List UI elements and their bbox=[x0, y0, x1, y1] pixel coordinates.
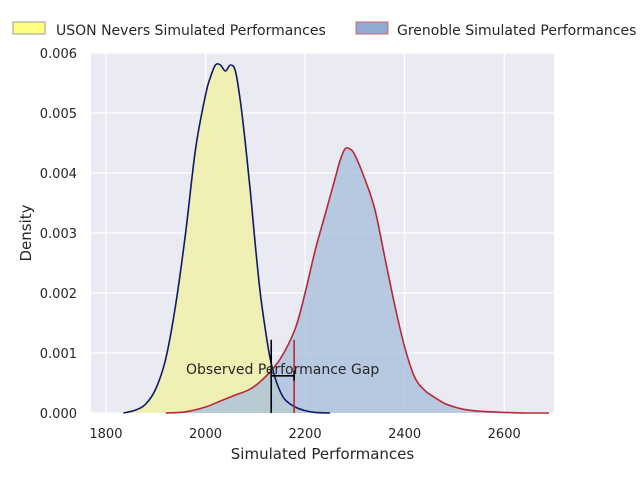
x-tick-label: 2600 bbox=[488, 427, 521, 442]
gap-annotation: Observed Performance Gap bbox=[186, 339, 379, 413]
y-axis-ticks: 0.000 0.001 0.002 0.003 0.004 0.005 0.006 bbox=[40, 47, 77, 422]
x-axis-label: Simulated Performances bbox=[231, 445, 415, 463]
y-tick-label: 0.003 bbox=[40, 227, 77, 242]
legend-label-grenoble: Grenoble Simulated Performances bbox=[397, 23, 636, 39]
density-line-grenoble bbox=[165, 147, 550, 414]
x-axis-ticks: 1800 2000 2200 2400 2600 bbox=[89, 427, 520, 442]
y-tick-label: 0.002 bbox=[40, 287, 77, 302]
x-tick-label: 2000 bbox=[189, 427, 222, 442]
density-line-uson bbox=[123, 63, 331, 414]
density-fill-uson bbox=[123, 63, 330, 413]
legend-swatch-grenoble bbox=[355, 21, 389, 35]
legend-swatch-uson bbox=[12, 21, 46, 35]
y-tick-label: 0.006 bbox=[40, 47, 77, 62]
legend: USON Nevers Simulated Performances Greno… bbox=[12, 21, 636, 39]
legend-label-uson: USON Nevers Simulated Performances bbox=[56, 23, 326, 39]
x-tick-label: 2200 bbox=[289, 427, 322, 442]
y-tick-label: 0.005 bbox=[40, 107, 77, 122]
y-tick-label: 0.000 bbox=[40, 407, 77, 422]
y-tick-label: 0.001 bbox=[40, 347, 77, 362]
density-series bbox=[123, 63, 550, 414]
y-tick-label: 0.004 bbox=[40, 167, 77, 182]
x-tick-label: 2400 bbox=[388, 427, 421, 442]
y-axis-label: Density bbox=[17, 204, 35, 261]
density-fill-grenoble bbox=[165, 147, 550, 413]
annotation-label: Observed Performance Gap bbox=[186, 362, 379, 378]
x-tick-label: 1800 bbox=[89, 427, 122, 442]
